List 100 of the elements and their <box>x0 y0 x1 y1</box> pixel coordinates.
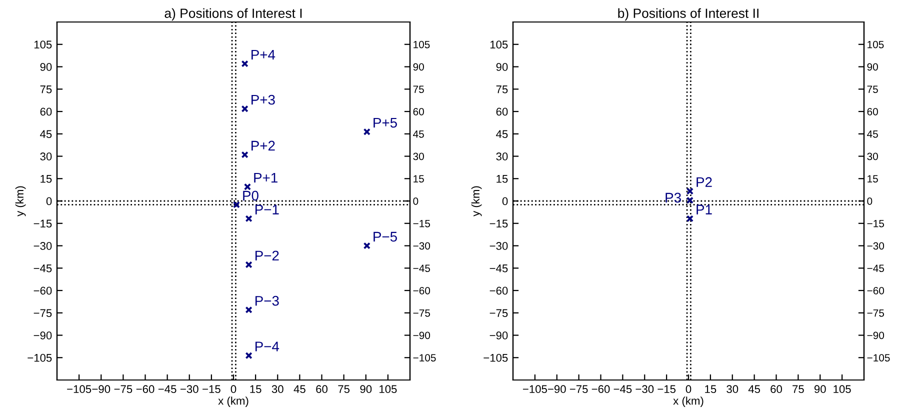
y2-tick-label: −15 <box>413 220 430 228</box>
y2-tick-label: −45 <box>867 264 884 272</box>
y-tick-label: −30 <box>34 242 52 250</box>
x-tick-label: 105 <box>380 385 397 394</box>
x-tick-label: −75 <box>570 385 588 394</box>
y-tick-label: −30 <box>490 242 508 250</box>
x-tick-label: −30 <box>180 385 198 394</box>
annotation: P+4 <box>252 50 276 60</box>
y2-tick-label: 105 <box>414 40 430 48</box>
annotation: P0 <box>243 190 258 201</box>
y-tick-label: 75 <box>496 86 508 94</box>
annotation: P+5 <box>374 118 397 128</box>
x-tick-label: −60 <box>136 385 154 394</box>
annotation: P3 <box>666 192 681 203</box>
y-tick-label: −60 <box>34 286 52 295</box>
y2-tick-label: 90 <box>413 63 424 71</box>
point <box>245 306 252 314</box>
point <box>241 151 248 158</box>
y2-tick-label: 60 <box>867 108 878 116</box>
y2-tick-label: 0 <box>413 198 418 205</box>
point <box>245 352 252 360</box>
x-tick-label: 45 <box>748 385 760 394</box>
point <box>244 183 252 190</box>
y2-tick-label: 45 <box>413 130 424 138</box>
y2-tick-label: 30 <box>413 152 424 160</box>
annotation: P1 <box>696 204 712 214</box>
x-tick-label: −45 <box>158 385 176 394</box>
y2-tick-label: 15 <box>414 175 424 182</box>
x-tick-label: −105 <box>522 385 547 394</box>
y2-tick-label: 75 <box>867 86 878 93</box>
x-tick-label: −90 <box>92 385 110 394</box>
x-tick-label: 75 <box>792 385 804 394</box>
x-tick-label: −45 <box>614 385 632 394</box>
x-tick-label: −90 <box>548 385 566 394</box>
x-axis-title: x (km) <box>673 396 704 407</box>
y-tick-label: −45 <box>34 264 52 272</box>
y-tick-label: −75 <box>34 309 52 318</box>
x-tick-label: 60 <box>770 385 782 394</box>
x-tick-label: −60 <box>592 385 610 394</box>
point <box>686 188 694 195</box>
y-tick-label: −60 <box>490 286 508 295</box>
y-tick-label: 45 <box>496 130 508 138</box>
y-tick-label: 15 <box>496 175 508 183</box>
y-tick-label: 90 <box>40 63 52 71</box>
y2-tick-label: −15 <box>867 220 884 228</box>
y2-tick-label: 15 <box>868 175 878 182</box>
y2-tick-label: 75 <box>413 86 424 93</box>
y2-tick-label: −105 <box>867 354 890 362</box>
y-tick-label: 60 <box>40 108 52 116</box>
y-tick-label: −105 <box>28 354 52 362</box>
y-axis-title: y (km) <box>471 186 482 216</box>
y2-tick-label: −45 <box>413 264 430 272</box>
annotation: P−2 <box>255 250 279 260</box>
x-tick-label: 75 <box>338 385 350 394</box>
y2-tick-label: 90 <box>867 63 878 71</box>
y2-tick-label: 45 <box>867 130 878 138</box>
y-tick-label: −45 <box>490 264 508 272</box>
y-tick-label: 75 <box>40 86 52 94</box>
y-tick-label: 105 <box>490 40 508 49</box>
y-tick-label: 30 <box>496 152 508 160</box>
point <box>245 261 252 268</box>
y-tick-label: 0 <box>46 197 52 206</box>
y2-tick-label: −60 <box>413 287 430 294</box>
y2-tick-label: −30 <box>867 242 884 250</box>
point <box>241 60 248 68</box>
point <box>245 215 252 222</box>
annotation: P+2 <box>252 140 275 150</box>
y-tick-label: 15 <box>40 175 52 183</box>
point <box>686 196 694 204</box>
x-axis-title: x (km) <box>218 396 248 407</box>
x-tick-label: −30 <box>636 385 654 394</box>
chart-title: b) Positions of Interest II <box>618 8 758 21</box>
x-tick-label: −105 <box>67 385 92 394</box>
y-tick-label: −90 <box>34 332 52 340</box>
x-tick-label: 30 <box>272 385 284 394</box>
y-tick-label: −75 <box>490 309 508 318</box>
x-tick-label: 105 <box>834 385 851 394</box>
x-tick-label: 90 <box>814 385 826 394</box>
x-tick-label: −15 <box>658 385 676 394</box>
y2-tick-label: −75 <box>413 309 430 317</box>
y-tick-label: 0 <box>502 197 508 206</box>
y-tick-label: −15 <box>490 220 508 228</box>
y-tick-label: 105 <box>34 40 52 49</box>
annotation: P+3 <box>252 94 275 105</box>
y2-tick-label: −90 <box>867 332 884 340</box>
y2-tick-label: 60 <box>413 108 424 116</box>
x-tick-label: 45 <box>294 385 306 394</box>
annotation: P−1 <box>255 204 279 214</box>
x-tick-label: −75 <box>114 385 132 394</box>
x-tick-label: 90 <box>360 385 372 394</box>
point <box>363 242 370 250</box>
x-tick-label: 15 <box>705 385 716 394</box>
y2-tick-label: 30 <box>867 152 878 160</box>
y-tick-label: 30 <box>40 152 52 160</box>
annotation: P+1 <box>254 173 278 183</box>
y-axis-title: y (km) <box>15 186 26 216</box>
y-tick-label: −15 <box>34 220 52 228</box>
annotation: P2 <box>696 177 712 187</box>
chart-title: a) Positions of Interest I <box>164 8 302 21</box>
point <box>241 105 248 112</box>
